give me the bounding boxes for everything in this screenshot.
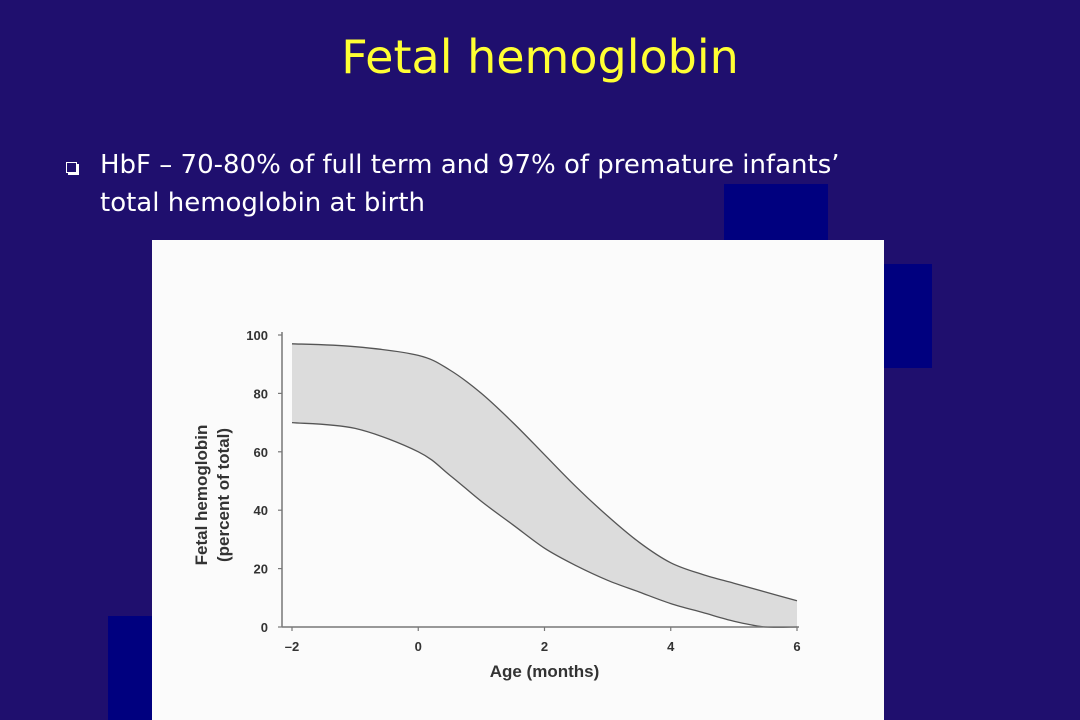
decor-block-top (724, 184, 828, 244)
decor-block-right (884, 264, 932, 368)
hbf-lower-bound-line (291, 421, 798, 629)
y-tick-label: 80 (254, 386, 268, 401)
y-tick-label: 100 (246, 328, 268, 343)
bullet-text: HbF – 70-80% of full term and 97% of pre… (100, 146, 1000, 222)
x-tick-label: 6 (793, 639, 800, 654)
x-tick-label: 2 (541, 639, 548, 654)
chart-panel: 0 20 40 60 80 100 –2 0 2 4 6 Age (months) Fetal hemo… (152, 240, 884, 720)
bullet-line-1: HbF – 70-80% of full term and 97% of pre… (100, 150, 840, 180)
y-axis-label-line1: Fetal hemoglobin (192, 425, 211, 566)
hbf-upper-bound-line (291, 343, 798, 602)
y-tick-label: 20 (254, 562, 268, 577)
square-bullet-icon (66, 162, 77, 173)
fetal-hemoglobin-chart: 0 20 40 60 80 100 –2 0 2 4 6 Age (months) Fetal hemo… (192, 328, 801, 681)
x-tick-label: 0 (415, 639, 422, 654)
x-tick-label: –2 (285, 639, 299, 654)
bullet-line-2: total hemoglobin at birth (100, 188, 426, 218)
decor-block-bottom-left (108, 616, 156, 720)
x-tick-label: 4 (667, 639, 675, 654)
y-tick-label: 0 (261, 620, 268, 635)
slide-title: Fetal hemoglobin (341, 30, 739, 84)
hbf-range-band (292, 343, 797, 628)
y-axis-label-line2: (percent of total) (214, 428, 233, 562)
y-tick-label: 40 (254, 503, 268, 518)
y-tick-label: 60 (254, 445, 268, 460)
x-axis-label: Age (months) (490, 662, 600, 681)
